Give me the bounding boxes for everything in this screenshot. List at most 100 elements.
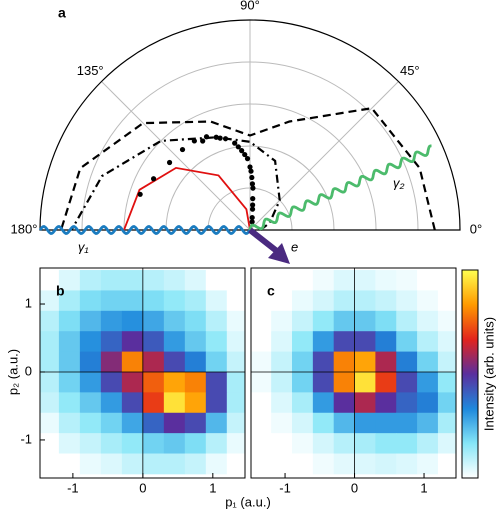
heatmap-cell — [121, 310, 144, 332]
heatmap-cell — [226, 412, 245, 434]
heatmap-cell — [292, 310, 314, 332]
heatmap-cell — [396, 453, 418, 475]
heatmap-cell — [100, 270, 123, 291]
heatmap-cell — [121, 453, 144, 475]
x-tick-label: -1 — [279, 480, 291, 495]
heatmap-cell — [375, 453, 397, 475]
heatmap-cell — [354, 453, 376, 475]
x-axis-label: p₁ (a.u.) — [225, 494, 271, 509]
angle-label: 135° — [77, 63, 104, 78]
heatmap-cell — [333, 453, 355, 475]
heatmap-cell — [40, 433, 60, 454]
heatmap-cell — [396, 412, 418, 434]
heatmap-cell — [271, 270, 293, 291]
heatmap-cell — [333, 392, 355, 414]
heatmap-cell — [205, 392, 228, 414]
heatmap-cell — [205, 270, 228, 291]
data-point — [249, 206, 256, 212]
heatmap-cell — [333, 290, 355, 312]
annotation: γ₂ — [393, 175, 405, 190]
heatmap-cell — [163, 412, 186, 434]
heatmap-cell — [142, 453, 165, 475]
heatmap-cell — [79, 270, 102, 291]
heatmap-cell — [437, 412, 456, 434]
heatmap-cell — [375, 433, 397, 454]
heatmap-cell — [79, 351, 102, 373]
heatmap-cell — [100, 453, 123, 475]
heatmap-cell — [226, 351, 245, 373]
colorbar — [461, 269, 479, 479]
heatmap-cell — [58, 331, 81, 352]
data-point — [249, 174, 255, 181]
heatmap-cell — [396, 290, 418, 312]
heatmap-cell — [251, 290, 272, 312]
heatmap-cell — [226, 453, 245, 475]
y-tick-label: -1 — [20, 431, 32, 446]
heatmap-cell — [333, 270, 355, 291]
heatmap-cell — [226, 310, 245, 332]
heatmap-cell — [142, 371, 165, 393]
heatmap-cell — [271, 331, 293, 352]
heatmap-cell — [226, 392, 245, 414]
heatmap-cell — [121, 433, 144, 454]
heatmap-cell — [226, 270, 245, 291]
heatmap-cell — [142, 392, 165, 414]
heatmap-cell — [312, 371, 335, 393]
heatmap-cell — [437, 453, 456, 475]
heatmap-cell — [437, 392, 456, 414]
panel-label: a — [58, 5, 66, 21]
data-point — [222, 136, 229, 142]
heatmap-cell — [354, 351, 376, 373]
heatmap-cell — [184, 290, 207, 312]
heatmap-cell — [417, 433, 439, 454]
data-point — [166, 159, 173, 166]
heatmap-cell — [396, 392, 418, 414]
heatmap-cell — [437, 351, 456, 373]
x-tick-label: 0 — [139, 480, 146, 495]
heatmap-cell — [79, 412, 102, 434]
heatmap-cell — [312, 331, 335, 352]
heatmap-cell — [40, 412, 60, 434]
heatmap-cell — [79, 392, 102, 414]
heatmap-cell — [205, 310, 228, 332]
heatmap-cell — [100, 371, 123, 393]
data-point — [200, 138, 206, 144]
heatmap-cell — [292, 371, 314, 393]
heatmap-cell — [79, 453, 102, 475]
data-point — [247, 164, 253, 170]
angle-label: 0° — [470, 221, 482, 236]
data-point — [250, 196, 256, 202]
heatmap-cell — [375, 270, 397, 291]
heatmap-cell — [396, 331, 418, 352]
colorbar-label: Intensity (arb. units) — [481, 317, 496, 431]
heatmap-cell — [142, 351, 165, 373]
heatmap-cell — [40, 371, 60, 393]
heatmap-cell — [271, 290, 293, 312]
heatmap-cell — [354, 433, 376, 454]
data-point — [248, 168, 254, 174]
heatmap-cell — [184, 371, 207, 393]
heatmap-cell — [312, 351, 335, 373]
heatmap-cell — [121, 290, 144, 312]
heatmap-cell — [312, 290, 335, 312]
heatmap-cell — [163, 290, 186, 312]
data-point — [179, 146, 186, 153]
heatmap-cell — [142, 412, 165, 434]
heatmap-cell — [58, 351, 81, 373]
data-point — [191, 138, 197, 144]
data-point — [235, 144, 241, 150]
heatmap-cell — [417, 392, 439, 414]
heatmap-cell — [333, 371, 355, 393]
heatmap-cell — [58, 392, 81, 414]
heatmap-cell — [226, 290, 245, 312]
heatmap-cell — [226, 331, 245, 352]
heatmap-cell — [121, 351, 144, 373]
heatmap-cell — [58, 371, 81, 393]
heatmap-cell — [79, 290, 102, 312]
heatmap-cell — [58, 290, 81, 312]
heatmap-cell — [58, 270, 81, 291]
angle-grid — [249, 81, 399, 231]
heatmap-cell — [292, 412, 314, 434]
electron-arrowhead — [268, 243, 290, 264]
